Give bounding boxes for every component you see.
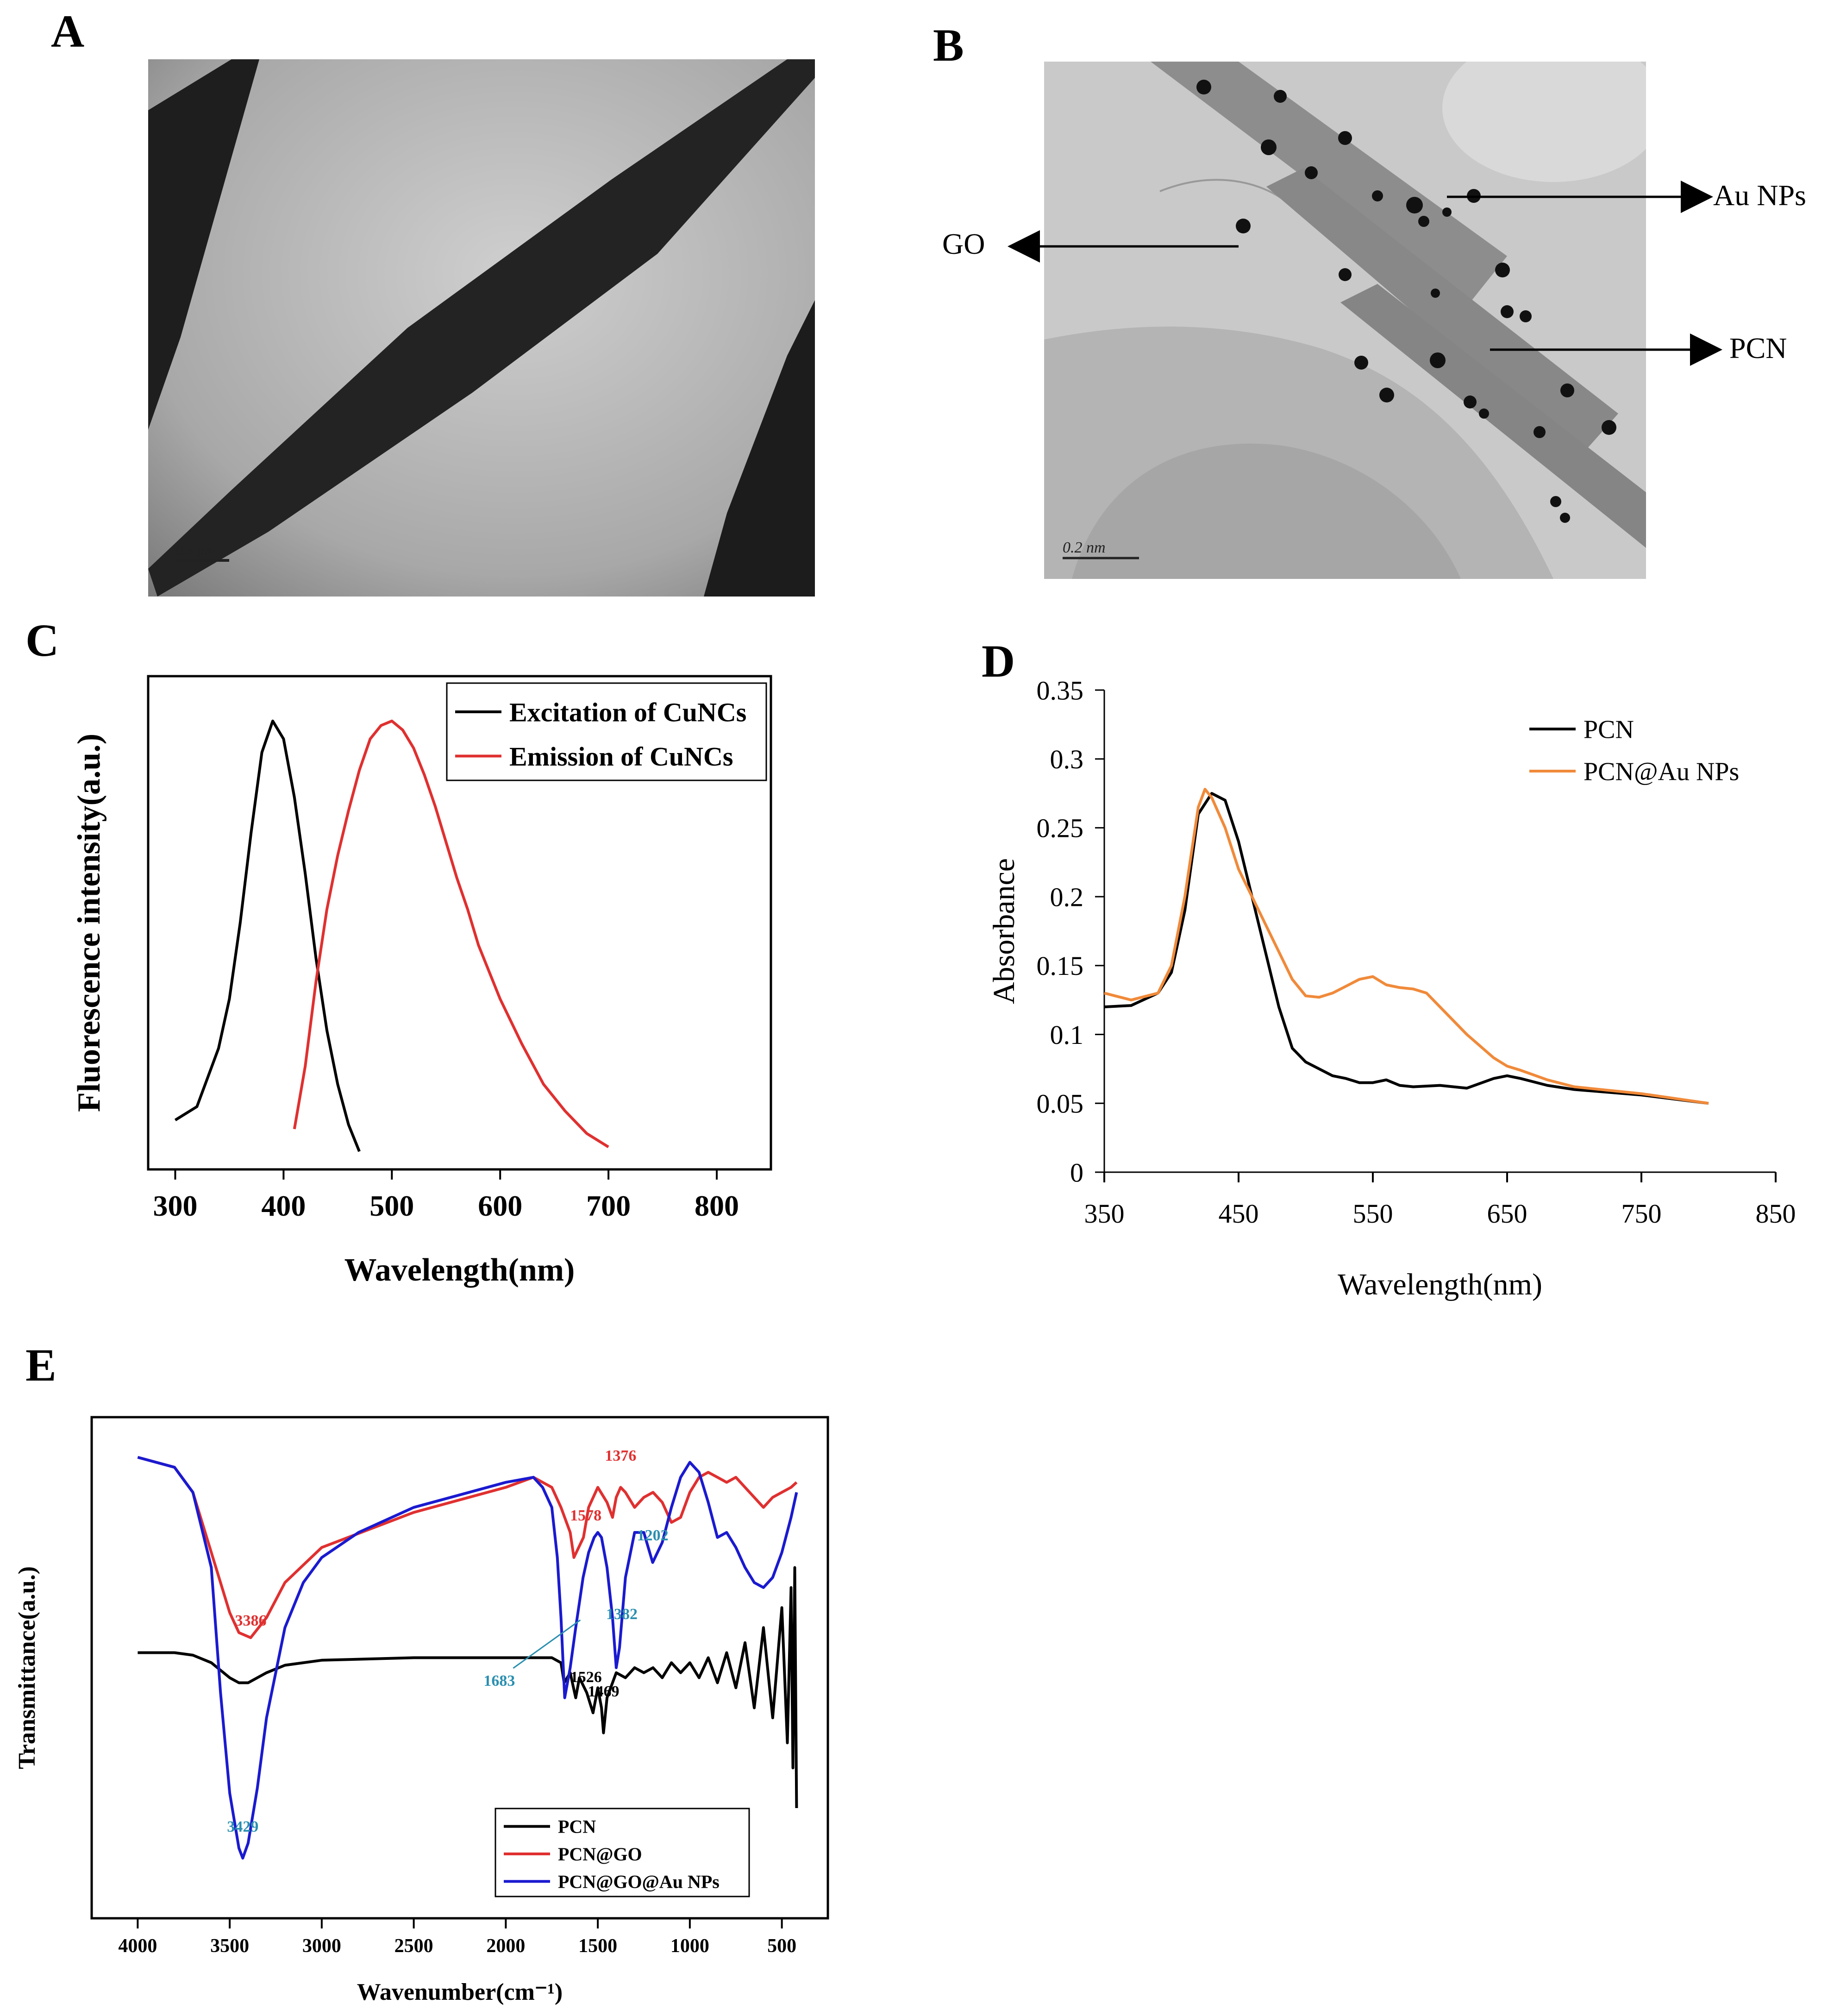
peak-label: 1376 <box>605 1447 636 1464</box>
tem-image-b-drawing: 0.2 nm <box>1044 62 1646 579</box>
legend-label: PCN@Au NPs <box>1584 758 1739 786</box>
series-line-pcn-au-nps <box>1104 788 1709 1105</box>
chart-d: 350 450 550 650 750 850 0 0.05 0.1 0.15 0.2 0.25 0.3… <box>949 648 1834 1320</box>
legend-label: PCN@GO@Au NPs <box>558 1871 720 1892</box>
x-tick-label: 650 <box>1487 1199 1527 1229</box>
legend-label: PCN <box>558 1816 596 1837</box>
series-line-pcn-go-au-nps <box>137 1456 798 1860</box>
x-tick-label: 500 <box>767 1935 796 1957</box>
peak-label: 1469 <box>588 1683 619 1700</box>
x-tick-label: 550 <box>1353 1199 1393 1229</box>
panel-letter-d: D <box>982 635 1015 687</box>
chart-e-svg: 4000 3500 3000 2500 2000 1500 1000 500 Wavenumbe… <box>14 1416 829 2005</box>
chart-c-svg: 300 400 500 600 700 800 Wavelength(nm) Fluoresc… <box>71 675 772 1288</box>
tem-image-a: 0.5 µm <box>148 59 815 597</box>
x-tick-label: 1000 <box>670 1935 709 1957</box>
x-tick-label: 300 <box>153 1189 197 1222</box>
panel-letter-b: B <box>933 19 964 71</box>
peak-label: 1382 <box>606 1606 638 1623</box>
chart-C-frame <box>147 675 772 1171</box>
label-au-nps: Au NPs <box>1713 179 1806 212</box>
legend-label: Excitation of CuNCs <box>509 697 746 727</box>
peak-label: 1526 <box>570 1669 602 1686</box>
series-line-pcn <box>138 1566 798 1809</box>
peak-leader-line <box>513 1619 581 1669</box>
legend-label: PCN@GO <box>558 1844 642 1865</box>
x-tick-label: 700 <box>586 1189 631 1222</box>
x-tick-label: 450 <box>1219 1199 1259 1229</box>
y-tick-label: 0.35 <box>1037 675 1084 705</box>
x-axis-label: Wavelength(nm) <box>344 1252 575 1288</box>
x-axis-label: Wavenumber(cm⁻¹) <box>357 1979 563 2005</box>
x-tick-label: 600 <box>478 1189 522 1222</box>
x-axis-label: Wavelength(nm) <box>1338 1268 1542 1301</box>
chart-E-frame <box>90 1416 829 1920</box>
y-tick-label: 0 <box>1070 1157 1083 1187</box>
y-tick-label: 0.1 <box>1050 1020 1084 1050</box>
series-line-pcn-go <box>137 1456 798 1639</box>
peak-label: 3429 <box>227 1818 258 1835</box>
y-tick-label: 0.2 <box>1050 882 1084 912</box>
panel-letter-a: A <box>51 6 85 57</box>
x-tick-label: 400 <box>261 1189 306 1222</box>
tem-image-b: 0.2 nm <box>1044 62 1646 579</box>
y-axis-label: Absorbance <box>987 858 1021 1004</box>
panel-letter-e: E <box>25 1339 56 1391</box>
x-tick-label: 4000 <box>118 1935 157 1957</box>
series-line-emission-of-cuncs <box>293 719 609 1149</box>
scale-bar-b: 0.2 nm <box>1063 539 1106 556</box>
legend-label: Emission of CuNCs <box>509 741 733 772</box>
y-tick-label: 0.15 <box>1037 951 1084 981</box>
tem-image-a-drawing: 0.5 µm <box>148 59 815 597</box>
y-tick-label: 0.05 <box>1037 1089 1084 1119</box>
x-tick-label: 3500 <box>210 1935 249 1957</box>
x-tick-label: 800 <box>695 1189 739 1222</box>
legend-box <box>446 682 767 781</box>
y-tick-label: 0.3 <box>1050 744 1084 774</box>
label-go: GO <box>942 227 985 260</box>
x-tick-label: 2000 <box>486 1935 525 1957</box>
x-tick-label: 1500 <box>578 1935 617 1957</box>
y-tick-label: 0.25 <box>1037 813 1084 843</box>
scale-bar-a: 0.5 µm <box>176 543 215 558</box>
panel-letter-c: C <box>25 615 59 666</box>
peak-label: 1683 <box>483 1672 515 1689</box>
panel-b-arrows <box>1008 181 1722 366</box>
y-axis-label: Fluorescence intensity(a.u.) <box>71 734 107 1112</box>
x-tick-label: 500 <box>369 1189 414 1222</box>
series-line-excitation-of-cuncs <box>174 719 361 1152</box>
x-tick-label: 850 <box>1756 1199 1796 1229</box>
x-tick-label: 2500 <box>394 1935 433 1957</box>
peak-label: 3386 <box>235 1612 266 1629</box>
label-pcn: PCN <box>1729 332 1787 364</box>
peak-label: 1578 <box>570 1507 601 1524</box>
peak-label: 1202 <box>637 1527 669 1544</box>
x-tick-label: 750 <box>1621 1199 1662 1229</box>
chart-e: 4000 3500 3000 2500 2000 1500 1000 500 Wavenumbe… <box>0 1413 857 2015</box>
chart-d-svg: 350 450 550 650 750 850 0 0.05 0.1 0.15 0.2 0.25 0.3… <box>987 675 1796 1301</box>
chart-c: 300 400 500 600 700 800 Wavelength(nm) Fluoresc… <box>0 639 833 1297</box>
legend-label: PCN <box>1584 716 1634 744</box>
y-axis-label: Transmittance(a.u.) <box>14 1566 40 1769</box>
series-line-pcn <box>1104 792 1709 1105</box>
x-tick-label: 3000 <box>302 1935 341 1957</box>
x-tick-label: 350 <box>1084 1199 1125 1229</box>
